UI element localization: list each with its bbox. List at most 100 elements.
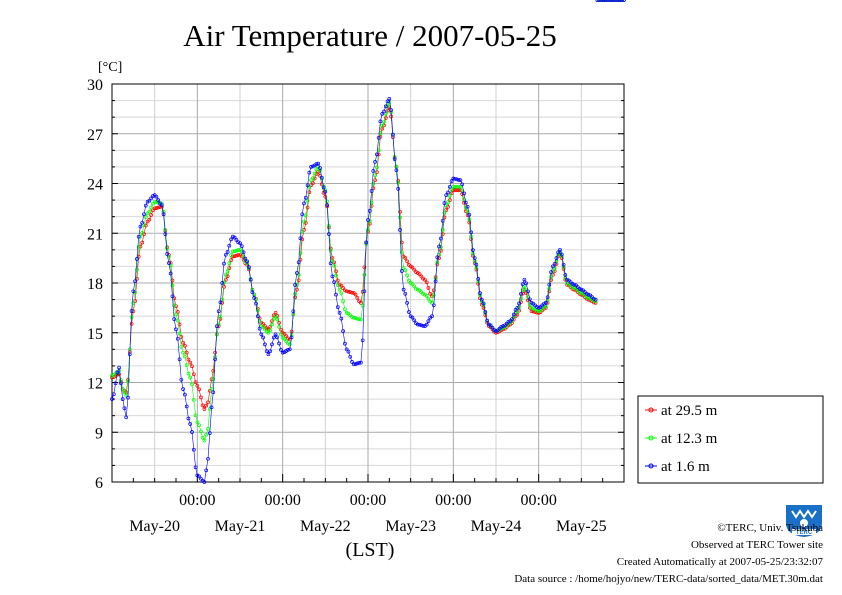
data-point (410, 315, 415, 320)
data-point (620, 0, 625, 2)
data-point (442, 201, 447, 205)
x-tick-label: 00:00 (520, 492, 556, 509)
data-point (337, 311, 342, 315)
data-source-text: Data source : /home/hojyo/new/TERC-data/… (514, 573, 823, 585)
data-point (399, 250, 404, 255)
x-tick-label: 00:00 (264, 492, 300, 509)
data-point (423, 277, 427, 282)
data-point (339, 283, 344, 288)
grid-lines (112, 84, 624, 482)
data-point (170, 294, 175, 299)
series-layer (110, 0, 626, 484)
data-point (431, 303, 436, 308)
data-point (188, 422, 193, 426)
data-point (143, 215, 148, 219)
data-point (383, 112, 388, 116)
data-point (138, 224, 143, 229)
data-point (186, 357, 191, 362)
y-axis-unit: [°C] (98, 60, 122, 75)
data-point (359, 317, 363, 322)
data-point (371, 169, 376, 173)
data-point (456, 184, 461, 189)
data-point (487, 322, 491, 327)
data-point (579, 291, 584, 295)
data-point (424, 322, 429, 327)
data-point (586, 292, 591, 297)
data-point (311, 176, 315, 180)
data-point (303, 195, 308, 200)
data-point (451, 176, 456, 181)
data-point (296, 260, 301, 265)
data-point (437, 244, 441, 249)
legend: at 29.5 m at 12.3 m at 1.6 m (637, 395, 824, 484)
legend-label: at 29.5 m (661, 403, 718, 419)
data-point (284, 339, 289, 343)
data-point (314, 172, 319, 176)
data-point (277, 341, 281, 346)
data-point (111, 392, 116, 397)
data-point (309, 178, 313, 183)
data-point (387, 97, 392, 101)
data-point (231, 234, 235, 239)
data-point (556, 250, 561, 255)
y-tick-label: 6 (95, 475, 103, 492)
data-point (227, 266, 232, 270)
data-point (520, 288, 525, 293)
day-label: May-22 (300, 518, 351, 535)
data-point (565, 277, 569, 282)
data-point (122, 406, 127, 411)
data-point (419, 274, 424, 279)
data-point (241, 250, 246, 255)
data-point (302, 219, 306, 224)
data-point (163, 232, 168, 236)
data-point (119, 381, 123, 386)
data-point (467, 212, 472, 217)
y-tick-label: 30 (87, 77, 103, 94)
data-point (303, 213, 308, 218)
data-point (335, 305, 340, 309)
data-point (455, 177, 459, 182)
data-point (424, 294, 429, 298)
data-point (335, 278, 340, 283)
data-point (218, 300, 223, 305)
data-point (415, 322, 420, 327)
data-point (465, 204, 470, 209)
data-point (611, 0, 616, 2)
x-tick-label: 00:00 (435, 492, 471, 509)
data-point (453, 184, 457, 189)
data-point (213, 357, 217, 362)
data-point (511, 315, 516, 319)
data-point (307, 190, 312, 195)
data-point (350, 315, 354, 319)
data-point (136, 245, 141, 249)
data-point (494, 329, 498, 333)
data-point (234, 238, 239, 242)
data-point (195, 420, 200, 425)
data-point (257, 319, 262, 324)
data-point (120, 397, 125, 401)
data-point (597, 0, 601, 2)
data-point (446, 200, 450, 205)
data-point (392, 157, 397, 161)
data-point (337, 287, 342, 292)
data-point (161, 212, 166, 216)
data-point (382, 109, 386, 114)
data-point (607, 0, 612, 2)
data-point (535, 305, 539, 309)
data-point (602, 0, 607, 2)
day-label: May-24 (471, 518, 522, 535)
data-point (275, 317, 280, 322)
data-point (211, 369, 216, 373)
data-point (431, 293, 436, 298)
data-point (469, 230, 473, 235)
data-point (275, 335, 280, 340)
data-point (519, 296, 523, 301)
data-point (462, 191, 466, 196)
data-point (207, 431, 212, 435)
data-point (561, 262, 566, 267)
data-point (616, 0, 621, 2)
data-point (479, 297, 484, 302)
data-point (223, 272, 228, 277)
data-point (199, 395, 203, 400)
